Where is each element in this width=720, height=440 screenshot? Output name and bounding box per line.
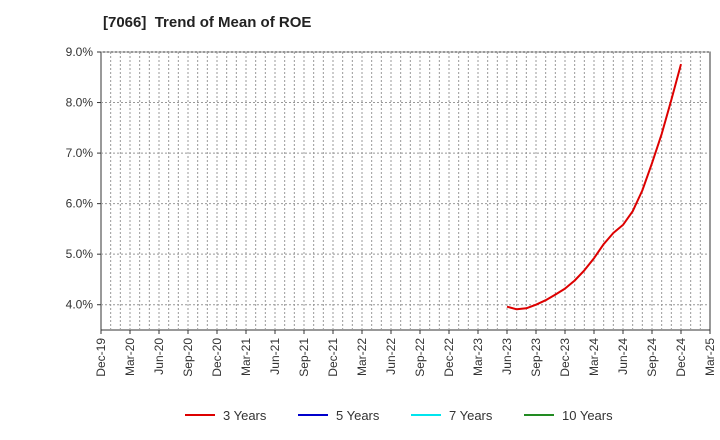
x-tick-label: Mar-20 (123, 338, 137, 376)
x-tick-label: Sep-24 (645, 338, 659, 377)
y-axis-ticks: 4.0% 5.0% 6.0% 7.0% 8.0% 9.0% (66, 45, 101, 312)
y-tick-label: 4.0% (66, 298, 94, 312)
legend-label: 3 Years (223, 408, 267, 423)
y-tick-label: 7.0% (66, 146, 94, 160)
y-tick-label: 6.0% (66, 197, 94, 211)
x-tick-label: Mar-21 (239, 338, 253, 376)
x-tick-label: Dec-21 (326, 338, 340, 377)
x-tick-label: Sep-21 (297, 338, 311, 377)
y-tick-label: 9.0% (66, 45, 94, 59)
legend-label: 5 Years (336, 408, 380, 423)
legend-label: 10 Years (562, 408, 613, 423)
x-tick-label: Jun-23 (500, 338, 514, 375)
x-tick-label: Dec-20 (210, 338, 224, 377)
x-tick-label: Dec-24 (674, 338, 688, 377)
x-tick-label: Jun-20 (152, 338, 166, 375)
x-tick-label: Dec-22 (442, 338, 456, 377)
x-tick-label: Jun-24 (616, 338, 630, 375)
x-tick-label: Mar-23 (471, 338, 485, 376)
x-tick-label: Mar-22 (355, 338, 369, 376)
series-line-3-years (506, 63, 682, 311)
grid-layer (101, 51, 710, 330)
x-tick-label: Sep-23 (529, 338, 543, 377)
legend-label: 7 Years (449, 408, 493, 423)
x-tick-label: Jun-21 (268, 338, 282, 375)
x-tick-label: Sep-20 (181, 338, 195, 377)
x-tick-label: Dec-19 (94, 338, 108, 377)
x-tick-label: Mar-25 (703, 338, 717, 376)
x-tick-label: Jun-22 (384, 338, 398, 375)
x-tick-label: Mar-24 (587, 338, 601, 376)
plot-area (100, 51, 711, 331)
legend: 3 Years 5 Years 7 Years 10 Years (185, 408, 613, 423)
x-axis-ticks: Dec-19 Mar-20 Jun-20 Sep-20 Dec-20 Mar-21 Jun-… (94, 330, 717, 377)
y-tick-label: 5.0% (66, 247, 94, 261)
series-layer (506, 63, 682, 311)
x-tick-label: Sep-22 (413, 338, 427, 377)
chart-title: [7066] Trend of Mean of ROE (103, 14, 312, 31)
x-tick-label: Dec-23 (558, 338, 572, 377)
y-tick-label: 8.0% (66, 96, 94, 110)
